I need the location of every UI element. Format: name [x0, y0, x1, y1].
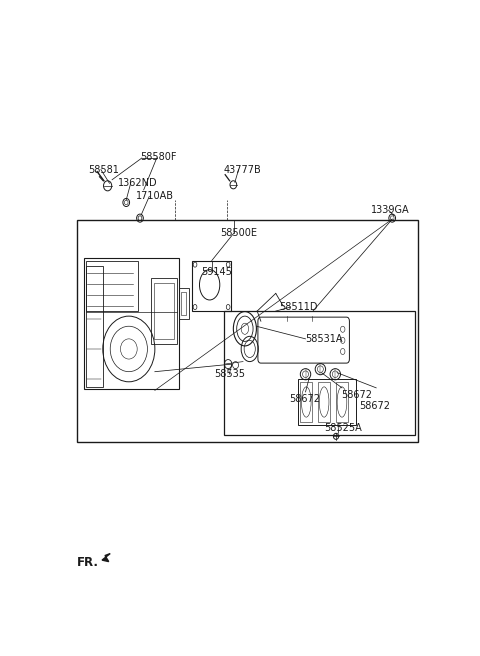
- Bar: [224, 311, 415, 435]
- Bar: [77, 220, 418, 442]
- Bar: [179, 289, 190, 319]
- Text: 43777B: 43777B: [224, 165, 262, 174]
- Bar: [180, 293, 186, 315]
- Text: 58672: 58672: [341, 390, 372, 400]
- Bar: [86, 260, 138, 311]
- Text: FR.: FR.: [77, 556, 99, 569]
- Bar: [300, 382, 312, 422]
- Text: 58580F: 58580F: [140, 152, 177, 162]
- Bar: [336, 382, 348, 422]
- Text: 1339GA: 1339GA: [371, 205, 409, 215]
- Text: 58500E: 58500E: [220, 228, 257, 237]
- Text: 58531A: 58531A: [305, 334, 343, 344]
- Bar: [154, 283, 174, 339]
- Text: 59145: 59145: [202, 267, 232, 277]
- Text: 58525A: 58525A: [324, 423, 362, 433]
- Text: 58511D: 58511D: [279, 302, 318, 312]
- Text: 1362ND: 1362ND: [118, 178, 157, 188]
- Text: 58581: 58581: [88, 165, 119, 174]
- Bar: [192, 260, 231, 311]
- Bar: [318, 382, 330, 422]
- Text: 1710AB: 1710AB: [136, 192, 174, 201]
- Bar: [86, 266, 103, 387]
- Bar: [84, 258, 179, 390]
- Bar: [298, 379, 356, 424]
- Polygon shape: [102, 554, 110, 562]
- Text: 58672: 58672: [289, 394, 320, 405]
- Bar: [151, 278, 177, 344]
- Text: 58535: 58535: [215, 369, 245, 379]
- Text: 58672: 58672: [360, 401, 390, 411]
